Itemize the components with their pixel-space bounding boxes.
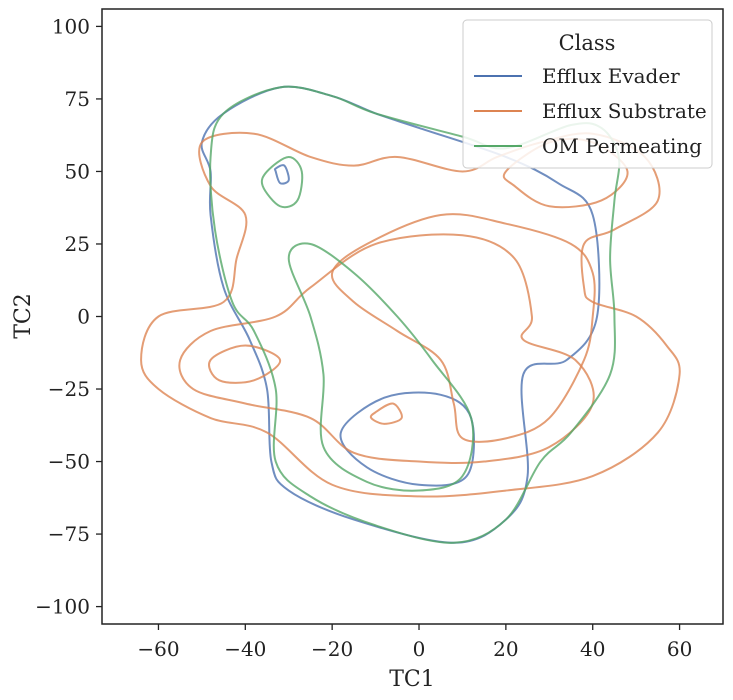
contour-efflux-substrate-2: [208, 344, 282, 384]
x-axis-label: TC1: [389, 667, 435, 692]
y-tick-label: 0: [77, 305, 90, 329]
y-axis-label: TC2: [11, 293, 36, 339]
contour-efflux-evader-3: [339, 391, 475, 487]
x-tick-label: −20: [311, 637, 353, 661]
y-axis-ticks: −100 −75 −50 −25 0 25 50 75 100: [35, 14, 102, 619]
legend: Class Efflux Evader Efflux Substrate OM …: [462, 19, 713, 169]
x-tick-label: −40: [224, 637, 266, 661]
x-tick-label: −60: [137, 637, 179, 661]
legend-label-efflux-evader: Efflux Evader: [542, 64, 680, 88]
y-tick-label: 100: [52, 14, 90, 38]
legend-title: Class: [559, 31, 616, 55]
x-tick-label: 20: [493, 637, 518, 661]
y-tick-label: −75: [48, 522, 90, 546]
x-axis-ticks: −60 −40 −20 0 20 40 60: [137, 624, 692, 661]
x-tick-label: 40: [580, 637, 605, 661]
y-tick-label: −100: [35, 595, 90, 619]
y-tick-label: 25: [65, 232, 90, 256]
legend-box: [462, 19, 713, 169]
x-tick-label: 0: [413, 637, 426, 661]
contour-efflux-substrate-3: [178, 233, 595, 465]
legend-label-efflux-substrate: Efflux Substrate: [542, 99, 707, 123]
contour-om-permeating-1: [209, 85, 621, 544]
y-tick-label: 50: [65, 159, 90, 183]
y-tick-label: −50: [48, 450, 90, 474]
x-tick-label: 60: [667, 637, 692, 661]
contour-efflux-evader-2: [273, 164, 290, 185]
contour-om-permeating-2: [260, 155, 304, 209]
legend-label-om-permeating: OM Permeating: [542, 134, 702, 158]
contour-om-permeating-3: [287, 242, 475, 492]
y-tick-label: −25: [48, 377, 90, 401]
y-tick-label: 75: [65, 87, 90, 111]
contour-efflux-substrate-5: [331, 213, 596, 443]
contour-efflux-substrate-4: [369, 402, 403, 425]
